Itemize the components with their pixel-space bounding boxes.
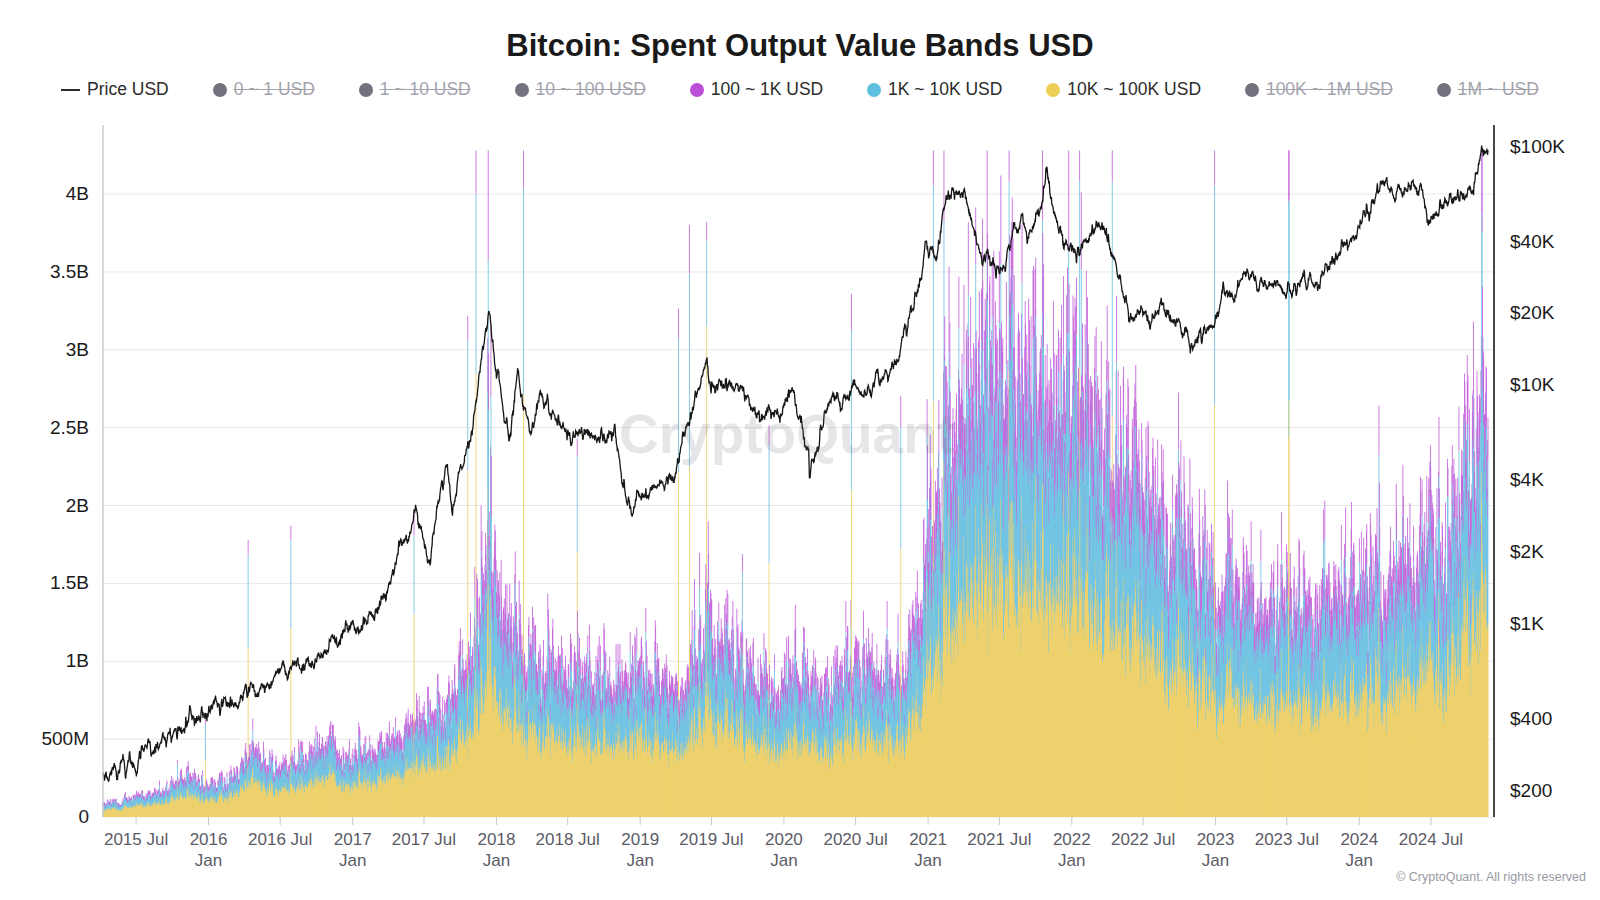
svg-text:$1K: $1K xyxy=(1510,613,1544,634)
svg-text:2024: 2024 xyxy=(1340,830,1378,849)
svg-text:Jan: Jan xyxy=(1058,851,1085,870)
svg-text:Jan: Jan xyxy=(626,851,653,870)
svg-text:2018: 2018 xyxy=(478,830,516,849)
svg-text:2020 Jul: 2020 Jul xyxy=(823,830,887,849)
svg-text:2024 Jul: 2024 Jul xyxy=(1399,830,1463,849)
svg-text:Jan: Jan xyxy=(1346,851,1373,870)
svg-text:$200: $200 xyxy=(1510,780,1552,801)
svg-text:2021 Jul: 2021 Jul xyxy=(967,830,1031,849)
svg-text:Jan: Jan xyxy=(195,851,222,870)
svg-text:$20K: $20K xyxy=(1510,302,1555,323)
svg-text:2019 Jul: 2019 Jul xyxy=(679,830,743,849)
svg-text:2022: 2022 xyxy=(1053,830,1091,849)
svg-text:2023 Jul: 2023 Jul xyxy=(1255,830,1319,849)
svg-text:2019: 2019 xyxy=(621,830,659,849)
svg-text:2020: 2020 xyxy=(765,830,803,849)
svg-text:$400: $400 xyxy=(1510,708,1552,729)
svg-text:2017: 2017 xyxy=(334,830,372,849)
svg-text:2023: 2023 xyxy=(1197,830,1235,849)
svg-text:2016: 2016 xyxy=(190,830,228,849)
svg-text:$2K: $2K xyxy=(1510,541,1544,562)
svg-text:4B: 4B xyxy=(66,183,89,204)
svg-text:2021: 2021 xyxy=(909,830,947,849)
svg-text:$10K: $10K xyxy=(1510,374,1555,395)
svg-text:Jan: Jan xyxy=(914,851,941,870)
svg-text:2.5B: 2.5B xyxy=(50,417,89,438)
svg-text:2022 Jul: 2022 Jul xyxy=(1111,830,1175,849)
svg-text:2017 Jul: 2017 Jul xyxy=(392,830,456,849)
svg-text:Jan: Jan xyxy=(770,851,797,870)
svg-text:2016 Jul: 2016 Jul xyxy=(248,830,312,849)
svg-text:1.5B: 1.5B xyxy=(50,572,89,593)
svg-text:Jan: Jan xyxy=(1202,851,1229,870)
svg-text:2018 Jul: 2018 Jul xyxy=(536,830,600,849)
svg-text:Jan: Jan xyxy=(483,851,510,870)
svg-text:0: 0 xyxy=(78,806,89,827)
svg-text:$40K: $40K xyxy=(1510,231,1555,252)
svg-text:Jan: Jan xyxy=(339,851,366,870)
svg-text:2B: 2B xyxy=(66,495,89,516)
svg-text:$4K: $4K xyxy=(1510,469,1544,490)
svg-text:1B: 1B xyxy=(66,650,89,671)
svg-text:3.5B: 3.5B xyxy=(50,261,89,282)
svg-text:$100K: $100K xyxy=(1510,136,1565,157)
svg-text:3B: 3B xyxy=(66,339,89,360)
svg-text:2015 Jul: 2015 Jul xyxy=(104,830,168,849)
svg-text:500M: 500M xyxy=(41,728,89,749)
